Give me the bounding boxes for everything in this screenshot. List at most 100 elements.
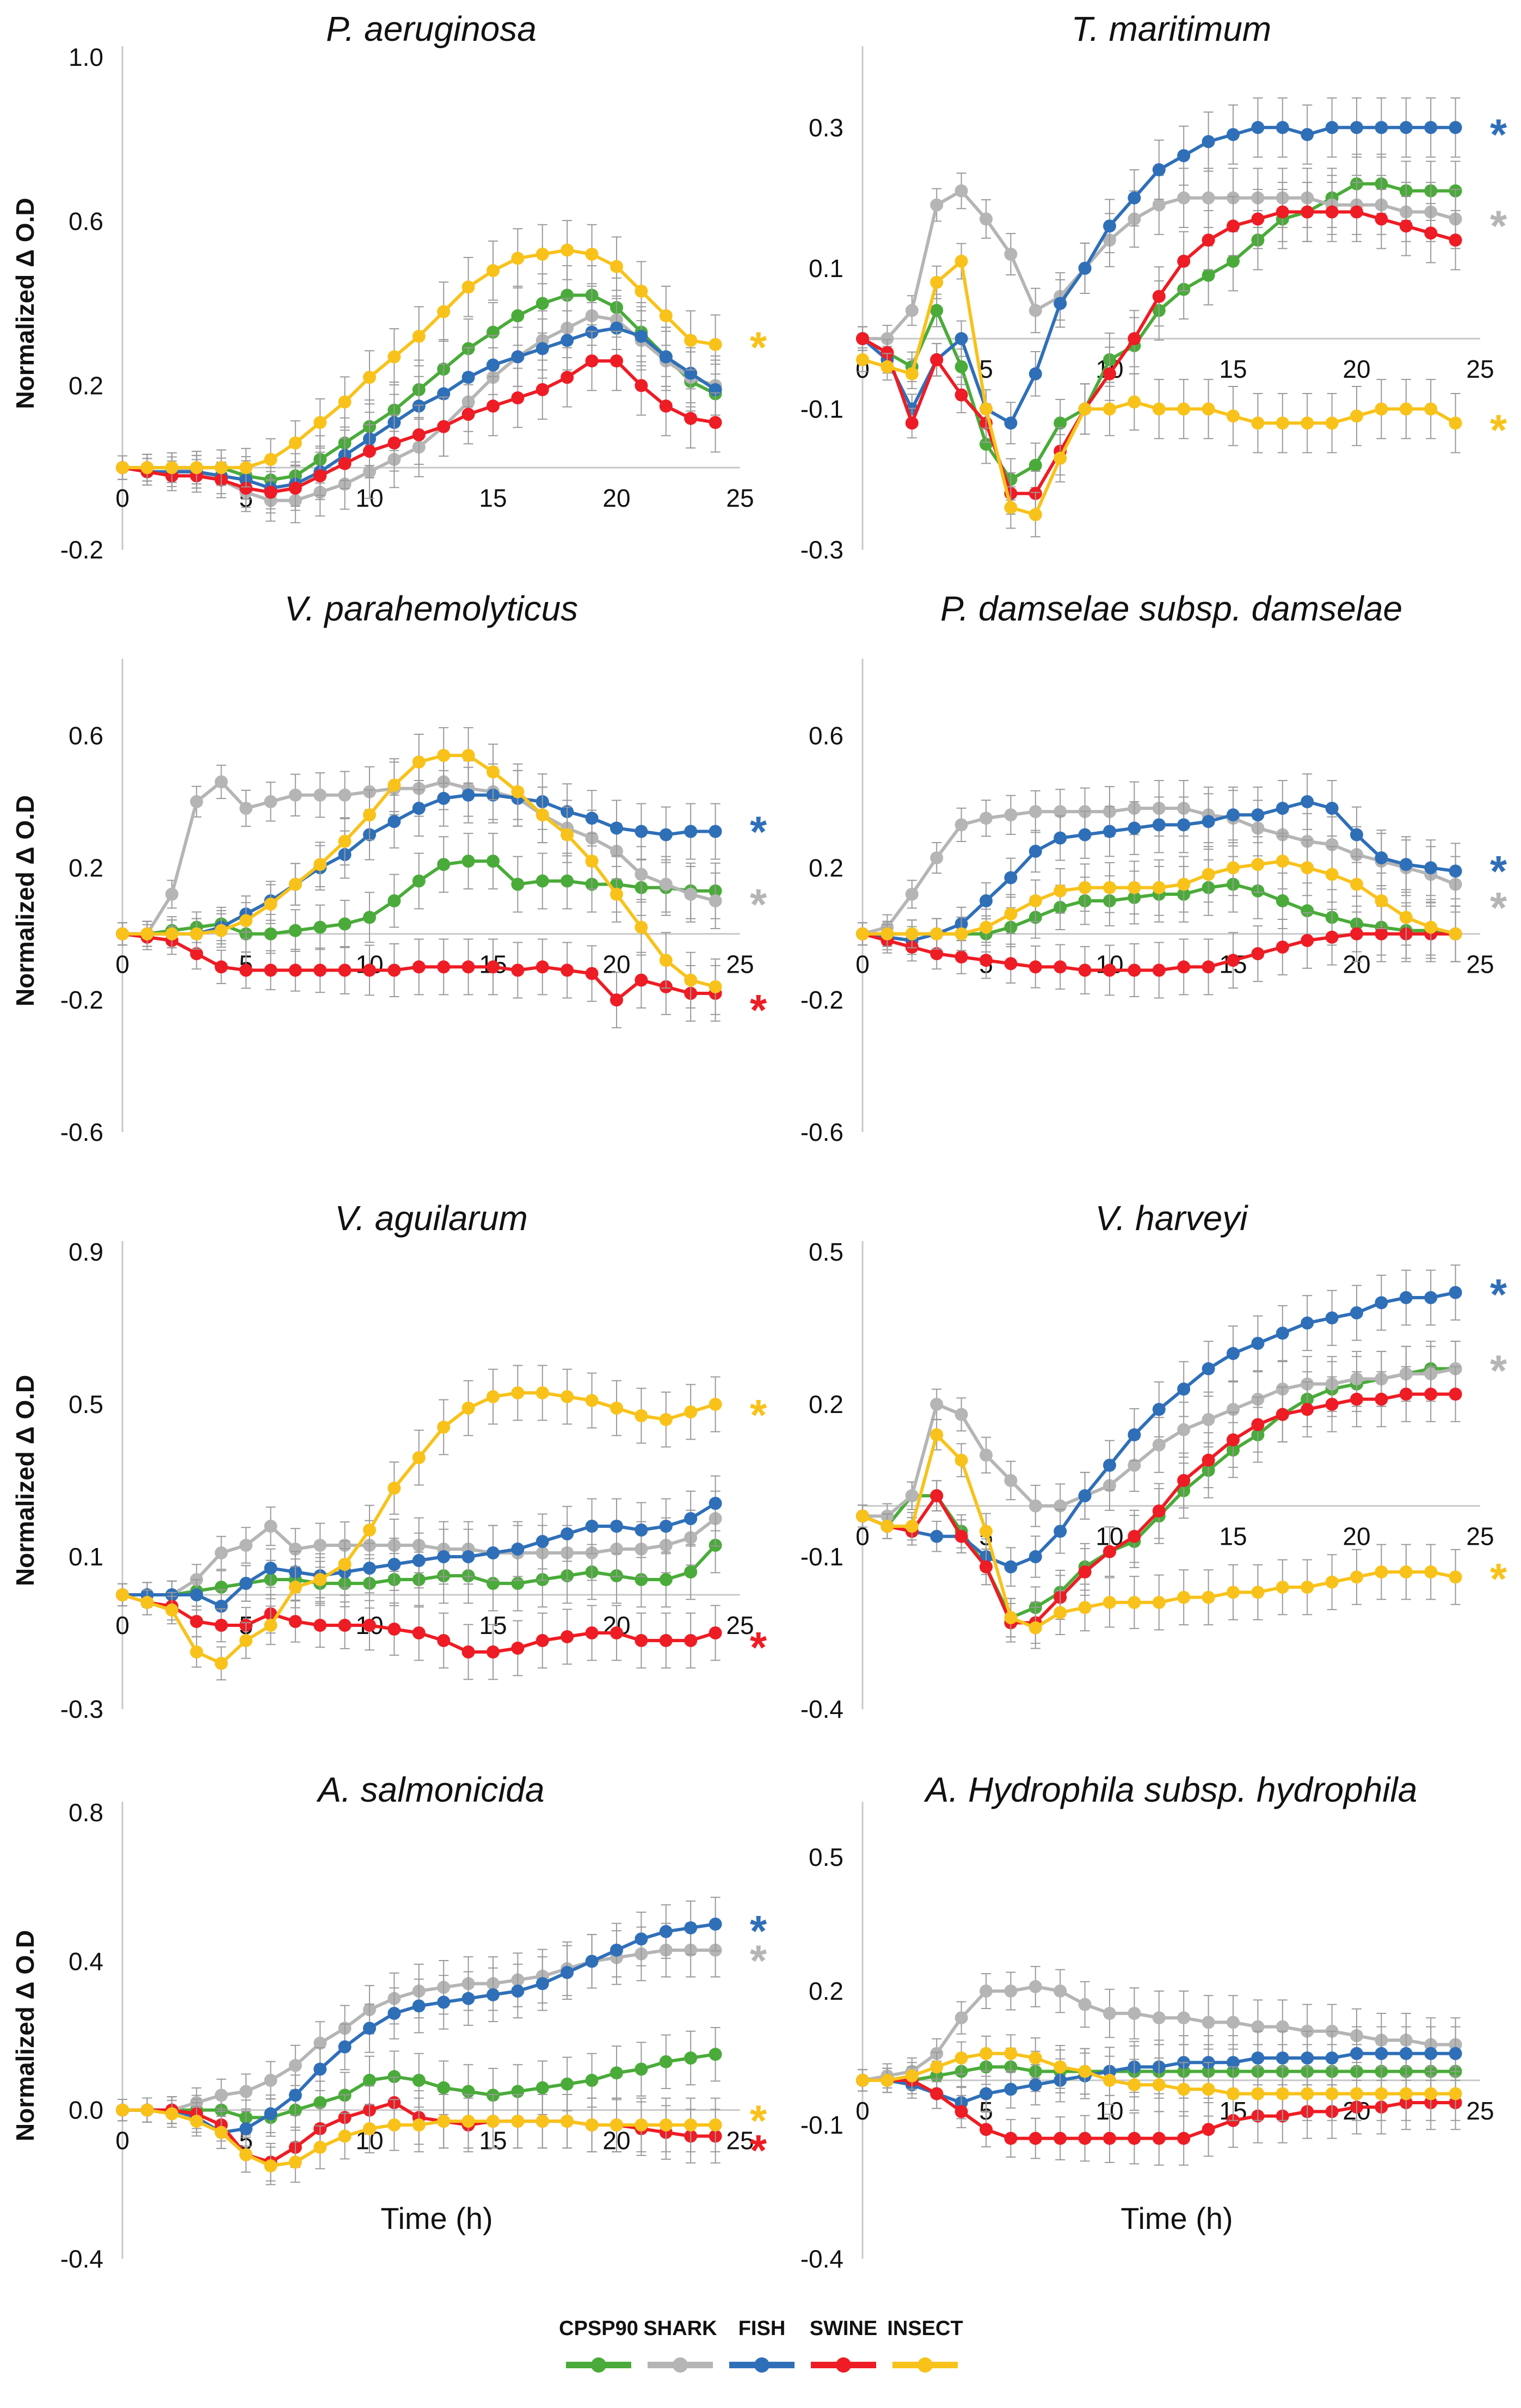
data-point: [288, 1543, 302, 1556]
x-tick-label: 25: [726, 1611, 754, 1639]
data-point: [1128, 2078, 1141, 2092]
data-point: [1152, 402, 1166, 416]
data-point: [1202, 815, 1215, 828]
data-point: [1399, 911, 1413, 924]
data-point: [1029, 508, 1042, 521]
data-point: [1029, 2131, 1042, 2145]
data-point: [1350, 1392, 1363, 1406]
data-point: [116, 1588, 129, 1601]
data-point: [585, 1394, 599, 1407]
data-point: [387, 963, 401, 977]
data-point: [338, 2129, 352, 2143]
data-point: [239, 2148, 253, 2161]
data-point: [1054, 297, 1067, 310]
data-point: [313, 2036, 327, 2050]
data-point: [140, 1596, 154, 1609]
data-point: [610, 354, 623, 368]
significance-star: *: [750, 1937, 767, 1985]
data-point: [930, 198, 944, 212]
legend-item-cpsp90: CPSP90: [559, 2317, 638, 2373]
data-point: [1375, 851, 1388, 865]
y-tick-label: -0.4: [800, 2245, 843, 2273]
data-point: [288, 877, 302, 891]
data-point: [190, 795, 204, 808]
data-point: [412, 2074, 426, 2087]
data-point: [610, 1626, 623, 1639]
data-point: [980, 2047, 993, 2060]
data-point: [709, 894, 722, 907]
data-point: [1251, 1418, 1265, 1432]
data-point: [1029, 1621, 1042, 1635]
data-point: [1399, 219, 1413, 233]
chart-panels: P. aeruginosa1.00.60.2-0.20510152025Norm…: [11, 9, 1507, 2273]
data-point: [1227, 1433, 1240, 1447]
x-tick-label: 20: [1343, 1522, 1370, 1551]
data-point: [1128, 881, 1141, 894]
data-point: [659, 1413, 673, 1426]
data-point: [140, 461, 154, 475]
data-point: [1152, 290, 1166, 303]
data-point: [1128, 1428, 1141, 1441]
data-point: [165, 927, 178, 941]
data-point: [165, 461, 178, 475]
data-point: [709, 980, 722, 993]
data-point: [511, 309, 525, 323]
data-point: [1375, 1565, 1388, 1578]
data-point: [165, 2107, 178, 2121]
data-point: [412, 960, 426, 974]
data-point: [1325, 2087, 1339, 2100]
data-point: [1375, 402, 1388, 416]
data-point: [1128, 332, 1141, 346]
series-line: [861, 210, 1456, 495]
chart-title: A. Hydrophila subsp. hydrophila: [923, 1770, 1418, 1809]
y-tick-label: 0.6: [69, 207, 103, 236]
x-tick-label: 25: [726, 484, 754, 512]
data-point: [635, 825, 648, 838]
data-point: [239, 2122, 253, 2135]
data-point: [214, 461, 228, 475]
data-point: [461, 1402, 475, 1415]
data-point: [709, 1497, 722, 1510]
data-point: [659, 1925, 673, 1938]
data-point: [1424, 1291, 1438, 1304]
data-point: [1449, 1570, 1462, 1584]
data-point: [190, 1615, 204, 1628]
data-point: [1251, 416, 1265, 430]
x-tick-label: 0: [115, 950, 130, 979]
data-point: [709, 1398, 722, 1411]
data-point: [535, 1634, 549, 1647]
data-point: [214, 1619, 228, 1632]
data-point: [511, 391, 525, 404]
data-point: [1449, 2087, 1462, 2100]
data-point: [214, 2126, 228, 2139]
data-point: [610, 1402, 623, 1415]
data-point: [239, 461, 253, 475]
legend-swatch-marker: [917, 2357, 933, 2373]
data-point: [1202, 1362, 1215, 1375]
data-point: [1227, 2056, 1240, 2069]
data-point: [1227, 2087, 1240, 2100]
data-point: [165, 887, 178, 901]
data-point: [635, 1634, 648, 1647]
data-point: [980, 1985, 993, 1998]
data-point: [511, 251, 525, 265]
data-point: [1301, 861, 1314, 875]
series-insect: [856, 833, 1462, 962]
data-point: [535, 1977, 549, 1991]
data-point: [684, 334, 698, 347]
data-point: [659, 350, 673, 364]
y-tick-label: 0.4: [69, 1947, 103, 1975]
y-axis-label: Normalized Δ O.D: [11, 198, 39, 409]
data-point: [1227, 2016, 1240, 2029]
data-point: [610, 1520, 623, 1533]
data-point: [905, 304, 919, 317]
chart-panel: A. Hydrophila subsp. hydrophila 0.5 0.2 -0.…: [800, 1770, 1494, 2273]
data-point: [487, 264, 500, 278]
chart-title: P. damselae subsp. damselae: [940, 589, 1402, 628]
data-point: [264, 795, 278, 808]
data-point: [980, 1560, 993, 1574]
data-point: [288, 1581, 302, 1594]
data-point: [1078, 1998, 1092, 2011]
data-point: [1227, 219, 1240, 233]
